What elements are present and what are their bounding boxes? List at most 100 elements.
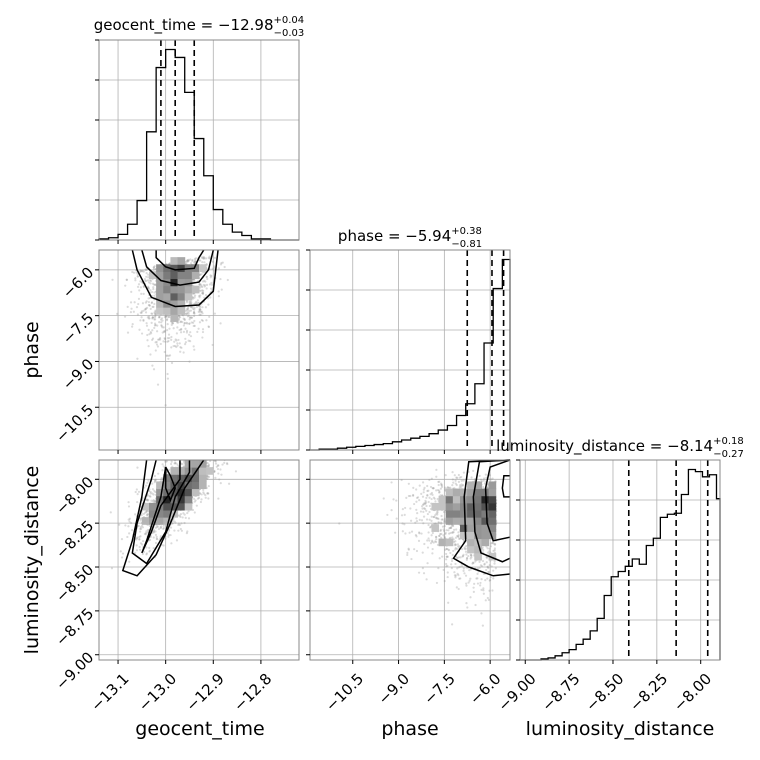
sample-point <box>438 490 441 494</box>
density-cell <box>177 300 186 308</box>
sample-point <box>207 303 210 306</box>
sample-point <box>164 537 167 540</box>
sample-point <box>152 531 156 534</box>
sample-point <box>456 543 460 546</box>
sample-point <box>445 562 448 566</box>
sample-point <box>153 326 156 330</box>
sample-point <box>137 302 140 306</box>
sample-point <box>413 502 416 506</box>
sample-point <box>404 532 407 535</box>
sample-point <box>440 484 443 487</box>
sample-point <box>186 259 189 262</box>
sample-point <box>151 482 154 485</box>
sample-point <box>193 319 196 323</box>
sample-point <box>188 318 191 321</box>
sample-point <box>217 472 220 475</box>
sample-point <box>199 273 202 276</box>
sample-point <box>207 465 210 468</box>
sample-point <box>491 477 494 480</box>
sample-point <box>149 490 152 494</box>
sample-point <box>415 488 418 491</box>
sample-point <box>446 485 449 489</box>
sample-point <box>454 536 458 539</box>
sample-point <box>463 546 466 549</box>
sample-point <box>129 301 133 304</box>
sample-point <box>193 348 196 351</box>
sample-point <box>184 327 187 330</box>
sample-point <box>159 535 162 538</box>
sample-point <box>434 500 437 503</box>
density-cell <box>163 474 171 482</box>
sample-point <box>469 557 472 560</box>
sample-point <box>166 336 169 340</box>
sample-point <box>164 460 167 464</box>
sample-point <box>479 584 482 587</box>
sample-point <box>153 311 156 314</box>
density-cell <box>184 278 193 287</box>
sample-point <box>462 484 465 487</box>
sample-point <box>186 312 189 316</box>
sample-point <box>482 587 485 590</box>
sample-point <box>489 542 493 545</box>
density-cell <box>191 474 200 482</box>
sample-point <box>150 499 153 502</box>
density-cell <box>191 271 200 280</box>
sample-point <box>186 259 189 262</box>
sample-point <box>167 339 170 343</box>
sample-point <box>416 496 420 499</box>
sample-point <box>207 463 211 466</box>
sample-point <box>186 457 188 459</box>
sample-point <box>171 322 175 325</box>
sample-point <box>457 587 460 591</box>
sample-point <box>170 335 173 339</box>
sample-point <box>138 545 141 549</box>
sample-point <box>481 624 484 627</box>
hist-outline <box>520 468 721 661</box>
sample-point <box>142 285 145 288</box>
sample-point <box>185 301 189 304</box>
sample-point <box>439 487 443 490</box>
sample-point <box>457 480 461 483</box>
sample-point <box>148 279 152 282</box>
sample-point <box>142 512 145 516</box>
hist-panel-phase <box>306 249 511 454</box>
sample-point <box>435 536 438 539</box>
sample-point <box>131 323 134 326</box>
sample-point <box>162 544 165 547</box>
sample-point <box>168 262 171 265</box>
sample-point <box>213 470 216 473</box>
sample-point <box>455 586 458 589</box>
sample-point <box>138 538 141 541</box>
sample-point <box>192 311 196 314</box>
sample-point <box>136 275 139 278</box>
sample-point <box>184 516 187 519</box>
sample-point <box>153 489 156 492</box>
sample-point <box>172 344 175 348</box>
sample-point <box>153 294 156 297</box>
sample-point <box>179 320 183 323</box>
sample-point <box>134 490 137 494</box>
sample-point <box>183 513 186 516</box>
density-cell <box>156 278 164 287</box>
sample-point <box>433 515 436 519</box>
sample-point <box>418 532 421 535</box>
sample-point <box>173 340 176 343</box>
sample-point <box>152 493 155 496</box>
sample-point <box>207 497 210 500</box>
sample-point <box>185 307 189 311</box>
sample-point <box>390 481 393 484</box>
sample-point <box>158 338 161 341</box>
sample-point <box>191 508 195 512</box>
sample-point <box>151 488 155 491</box>
sample-point <box>487 570 490 574</box>
sample-point <box>428 504 431 508</box>
sample-point <box>151 312 154 315</box>
sample-point <box>206 477 209 480</box>
sample-point <box>223 461 226 464</box>
sample-point <box>208 315 211 318</box>
sample-point <box>489 578 492 582</box>
sample-point <box>189 335 193 338</box>
sample-point <box>463 572 466 575</box>
sample-point <box>153 265 156 268</box>
sample-point <box>459 565 462 568</box>
